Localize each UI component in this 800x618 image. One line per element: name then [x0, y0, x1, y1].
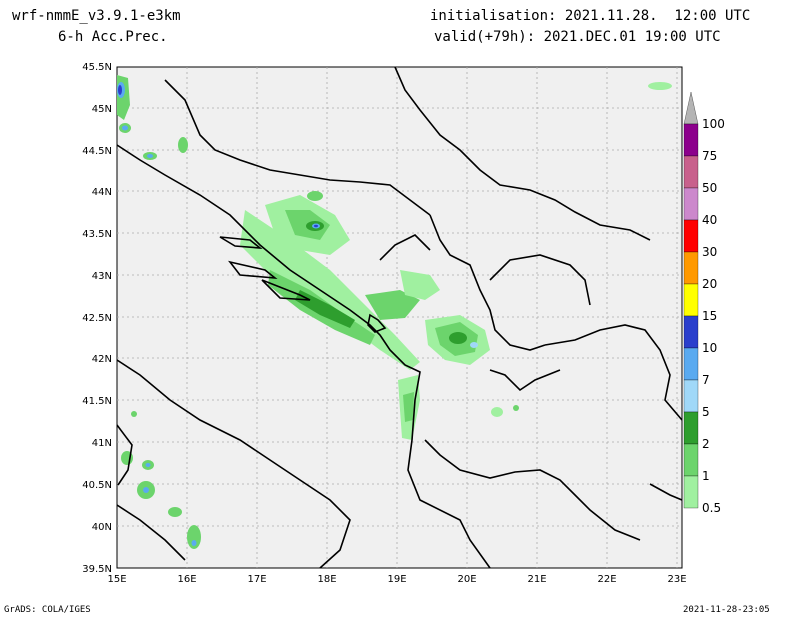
lon-label: 15E — [107, 574, 126, 585]
init-time: initialisation: 2021.11.28. 12:00 UTC — [430, 8, 751, 24]
graticule — [117, 67, 682, 568]
lat-label: 45.5N — [82, 62, 112, 73]
colorbar-swatch — [683, 251, 699, 285]
colorbar-level-label: 1 — [702, 469, 710, 483]
lat-label: 43.5N — [82, 229, 112, 240]
colorbar-swatch — [683, 283, 699, 317]
colorbar-swatch — [683, 187, 699, 221]
colorbar-level-label: 2 — [702, 437, 710, 451]
colorbar: 0.5 1 2 5 7 10 15 20 30 40 50 75 100 — [683, 91, 725, 515]
lat-label: 41N — [92, 438, 112, 449]
colorbar-level-label: 7 — [702, 373, 710, 387]
lon-label: 22E — [597, 574, 616, 585]
lon-label: 20E — [457, 574, 476, 585]
colorbar-swatch — [683, 155, 699, 189]
colorbar-level-label: 0.5 — [702, 501, 721, 515]
lat-label: 44.5N — [82, 146, 112, 157]
lat-label: 39.5N — [82, 564, 112, 575]
lat-label: 45N — [92, 104, 112, 115]
colorbar-level-label: 5 — [702, 405, 710, 419]
lon-label: 19E — [387, 574, 406, 585]
credit-text: GrADS: COLA/IGES — [4, 605, 91, 615]
colorbar-level-label: 15 — [702, 309, 717, 323]
colorbar-swatch — [683, 443, 699, 477]
colorbar-level-label: 20 — [702, 277, 717, 291]
plot-timestamp: 2021-11-28-23:05 — [683, 605, 770, 615]
lat-label: 42N — [92, 354, 112, 365]
lon-label: 17E — [247, 574, 266, 585]
model-name: wrf-nmmE_v3.9.1-e3km — [12, 8, 181, 24]
lon-label: 21E — [527, 574, 546, 585]
field-name: 6-h Acc.Prec. — [58, 29, 168, 45]
lat-label: 43N — [92, 271, 112, 282]
lat-label: 44N — [92, 187, 112, 198]
colorbar-swatch — [683, 315, 699, 349]
lon-tick-labels: 15E 16E 17E 18E 19E 20E 21E 22E 23E — [107, 574, 686, 585]
colorbar-swatch — [683, 411, 699, 445]
lat-label: 41.5N — [82, 396, 112, 407]
colorbar-level-label: 100 — [702, 117, 725, 131]
colorbar-level-label: 40 — [702, 213, 717, 227]
lat-label: 40.5N — [82, 480, 112, 491]
valid-time: valid(+79h): 2021.DEC.01 19:00 UTC — [434, 29, 721, 45]
colorbar-swatch — [683, 219, 699, 253]
lat-label: 42.5N — [82, 313, 112, 324]
colorbar-level-label: 30 — [702, 245, 717, 259]
colorbar-swatch — [683, 379, 699, 413]
colorbar-swatch — [683, 347, 699, 381]
lat-tick-labels: 45.5N 45N 44.5N 44N 43.5N 43N 42.5N 42N … — [82, 62, 112, 575]
colorbar-level-label: 50 — [702, 181, 717, 195]
lon-label: 16E — [177, 574, 196, 585]
colorbar-swatch — [683, 91, 699, 125]
colorbar-swatch — [683, 475, 699, 509]
lon-label: 23E — [667, 574, 686, 585]
colorbar-swatch — [683, 123, 699, 157]
coastlines-borders — [116, 66, 683, 569]
colorbar-level-label: 75 — [702, 149, 717, 163]
colorbar-level-label: 10 — [702, 341, 717, 355]
lat-label: 40N — [92, 522, 112, 533]
lon-label: 18E — [317, 574, 336, 585]
